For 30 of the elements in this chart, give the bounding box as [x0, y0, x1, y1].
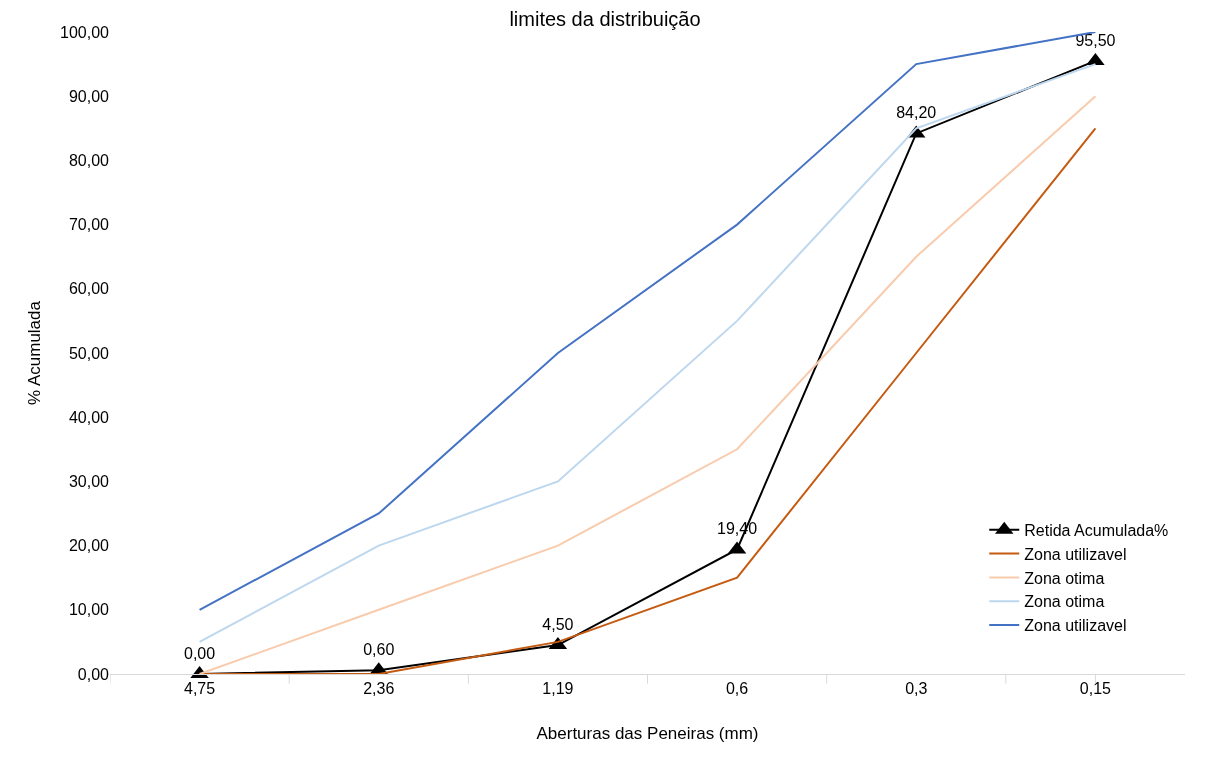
data-label: 84,20 — [896, 104, 937, 122]
x-tick-label: 1,19 — [542, 680, 574, 698]
y-tick-label: 70,00 — [68, 216, 110, 234]
legend-label: Zona utilizavel — [1024, 617, 1127, 635]
chart-title: limites da distribuição — [509, 7, 701, 30]
x-tick-label: 0,3 — [905, 680, 928, 698]
y-tick-label: 20,00 — [68, 537, 110, 555]
y-tick-label: 40,00 — [68, 408, 110, 426]
y-tick-label: 10,00 — [68, 601, 110, 619]
x-tick-label: 2,36 — [363, 680, 395, 698]
y-tick-label: 100,00 — [60, 23, 110, 41]
y-tick-label: 0,00 — [77, 665, 110, 683]
x-tick-label: 0,15 — [1079, 680, 1112, 698]
legend-label: Zona otima — [1024, 569, 1105, 587]
y-tick-label: 30,00 — [68, 473, 110, 490]
x-tick-label: 4,75 — [184, 680, 216, 698]
y-tick-label: 60,00 — [68, 280, 110, 298]
x-tick-label: 0,6 — [725, 680, 749, 698]
legend-label: Zona utilizavel — [1024, 545, 1127, 563]
data-label: 95,50 — [1075, 31, 1116, 49]
y-tick-label: 90,00 — [68, 87, 110, 105]
legend-label: Zona otima — [1024, 593, 1105, 611]
y-tick-label: 80,00 — [68, 152, 110, 169]
legend-label: Retida Acumulada% — [1024, 522, 1169, 540]
data-label: 4,50 — [542, 616, 574, 634]
x-axis-title: Aberturas das Peneiras (mm) — [536, 723, 759, 743]
y-axis-title: % Acumulada — [24, 300, 44, 405]
data-label: 0,00 — [184, 645, 216, 662]
data-label: 0,60 — [363, 641, 395, 659]
y-tick-label: 50,00 — [68, 344, 110, 362]
